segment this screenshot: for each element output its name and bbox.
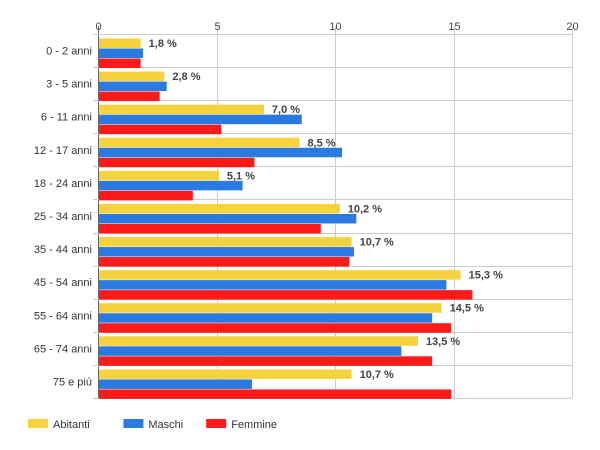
bar-abitanti [99, 71, 165, 82]
legend: Abitanti Maschi Femmine [28, 419, 277, 431]
data-label: 10,2 % [348, 203, 382, 215]
data-label: 10,7 % [360, 237, 394, 249]
x-tick-label: 20 [566, 21, 578, 33]
data-label: 5,1 % [227, 170, 255, 182]
bar-abitanti [99, 303, 442, 313]
bar-femmine [99, 356, 433, 366]
category-label: 6 - 11 anni [41, 112, 92, 124]
x-tick-label: 15 [448, 21, 460, 33]
data-label: 13,5 % [426, 336, 460, 348]
data-label: 2,8 % [172, 71, 200, 83]
bar-femmine [99, 124, 222, 135]
bar-abitanti [99, 170, 219, 181]
legend-swatch-maschi [123, 419, 144, 428]
legend-label-abitanti: Abitanti [53, 419, 90, 431]
bar-femmine [99, 290, 473, 300]
category-label: 3 - 5 anni [46, 79, 92, 91]
category-label: 75 e più [53, 376, 92, 388]
data-label: 14,5 % [450, 303, 484, 315]
data-label: 1,8 % [149, 38, 177, 50]
bar-femmine [99, 223, 321, 234]
data-label: 15,3 % [469, 270, 503, 282]
bar-femmine [99, 389, 452, 399]
bar-abitanti [99, 38, 141, 48]
legend-swatch-femmine [206, 419, 227, 428]
category-label: 0 - 2 anni [46, 46, 92, 58]
x-tick-label: 10 [329, 21, 341, 33]
category-label: 35 - 44 anni [34, 244, 92, 256]
bar-maschi [99, 114, 302, 125]
legend-label-maschi: Maschi [148, 419, 183, 431]
category-label: 45 - 54 anni [34, 277, 92, 289]
data-labels: 1,8 % 2,8 % 7,0 % 8,5 % 5,1 % 10,2 % 10,7 % 15,… [149, 38, 503, 381]
category-labels: 0 - 2 anni 3 - 5 anni 6 - 11 anni 12 - 17 a… [34, 46, 92, 389]
legend-swatch-abitanti [28, 419, 48, 428]
bar-femmine [99, 190, 193, 201]
category-label: 18 - 24 anni [34, 178, 92, 190]
bar-maschi [99, 48, 144, 58]
bar-maschi [99, 81, 167, 92]
bar-maschi [99, 180, 243, 191]
bar-maschi [99, 213, 357, 224]
data-label: 7,0 % [272, 104, 300, 116]
bar-femmine [99, 58, 141, 68]
bar-abitanti [99, 104, 264, 115]
bar-maschi [99, 379, 253, 389]
category-label: 55 - 64 anni [34, 310, 92, 322]
bar-maschi [99, 280, 447, 290]
bar-maschi [99, 313, 433, 323]
x-axis-ticks: 0 5 10 15 20 [95, 21, 578, 33]
bar-femmine [99, 157, 255, 168]
x-tick-label: 5 [214, 21, 220, 33]
bar-femmine [99, 257, 350, 267]
bar-abitanti [99, 336, 418, 346]
bar-maschi [99, 346, 402, 356]
x-tick-label: 0 [95, 21, 101, 33]
bar-maschi [99, 247, 354, 257]
data-label: 8,5 % [307, 137, 335, 149]
bar-femmine [99, 323, 452, 333]
bar-abitanti [99, 137, 300, 148]
bar-abitanti [99, 203, 340, 214]
bar-abitanti [99, 237, 352, 247]
legend-label-femmine: Femmine [231, 419, 277, 431]
data-label: 10,7 % [360, 369, 394, 381]
bars [99, 38, 473, 399]
bar-femmine [99, 91, 160, 102]
category-label: 12 - 17 anni [34, 145, 92, 157]
bar-abitanti [99, 369, 352, 379]
category-label: 65 - 74 anni [34, 343, 92, 355]
category-label: 25 - 34 anni [34, 211, 92, 223]
bar-abitanti [99, 270, 461, 280]
bar-maschi [99, 147, 343, 158]
